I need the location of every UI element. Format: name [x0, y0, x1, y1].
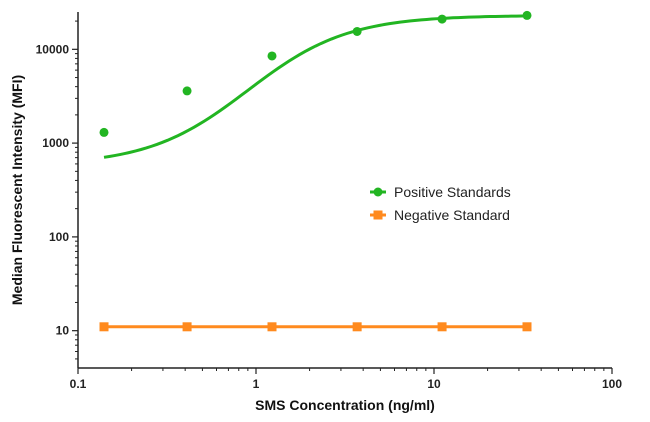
data-point [182, 86, 192, 96]
series-2 [99, 322, 532, 332]
legend-swatch-marker [373, 210, 383, 220]
data-point [522, 322, 532, 332]
data-point [437, 322, 447, 332]
data-point [99, 322, 109, 332]
y-tick-label: 1000 [42, 136, 69, 150]
data-point [352, 322, 362, 332]
data-point [522, 10, 532, 20]
series-1 [99, 10, 532, 159]
legend: Positive Standards Negative Standard [370, 184, 511, 223]
axes [77, 12, 612, 369]
data-point [267, 322, 277, 332]
y-tick-label: 100 [49, 230, 69, 244]
data-point [352, 26, 362, 36]
x-tick-label: 100 [602, 377, 622, 391]
legend-item: Positive Standards [370, 184, 511, 200]
y-axis-title: Median Fluorescent Intensity (MFI) [9, 75, 25, 305]
fit-curve [103, 14, 528, 159]
legend-label: Negative Standard [394, 207, 510, 223]
legend-label: Positive Standards [394, 184, 511, 200]
x-axis-title: SMS Concentration (ng/ml) [255, 397, 435, 413]
ticks: 0.1 1 10 100 10 100 1000 10000 [36, 20, 622, 391]
x-tick-label: 10 [427, 377, 441, 391]
data-point [267, 51, 277, 61]
x-tick-label: 0.1 [70, 377, 87, 391]
y-tick-label: 10 [56, 324, 70, 338]
legend-item: Negative Standard [370, 207, 510, 223]
x-tick-label: 1 [253, 377, 260, 391]
data-point [437, 14, 447, 24]
y-tick-label: 10000 [36, 42, 70, 56]
data-point [182, 322, 192, 332]
data-point [99, 127, 109, 137]
series-layer [99, 10, 532, 332]
legend-swatch-marker [373, 187, 383, 197]
